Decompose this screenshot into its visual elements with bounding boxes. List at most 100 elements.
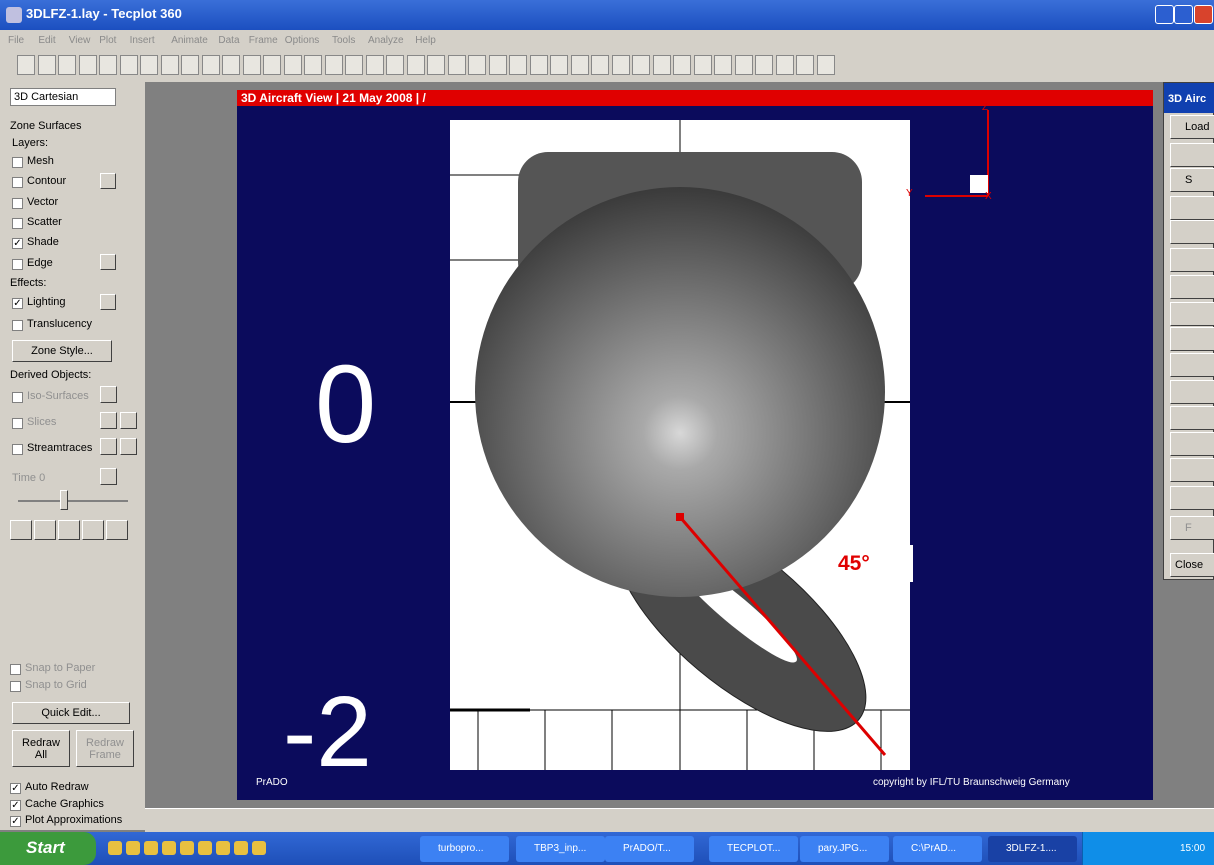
toolbar-button[interactable]: [17, 55, 35, 75]
toolbar-button[interactable]: [181, 55, 199, 75]
dialog-button[interactable]: [1170, 353, 1214, 377]
quick-launch-icon[interactable]: [162, 841, 176, 855]
options-button[interactable]: [100, 254, 116, 270]
menu-item[interactable]: Plot: [99, 35, 116, 46]
menu-item[interactable]: File: [8, 35, 24, 46]
toolbar-button[interactable]: [817, 55, 835, 75]
start-button[interactable]: Start: [0, 832, 96, 865]
menu-item[interactable]: Tools: [332, 35, 355, 46]
quick-launch-icon[interactable]: [180, 841, 194, 855]
toolbar-button[interactable]: [202, 55, 220, 75]
toolbar-button[interactable]: [366, 55, 384, 75]
toolbar-button[interactable]: [325, 55, 343, 75]
toolbar-button[interactable]: [243, 55, 261, 75]
quick-launch-icon[interactable]: [108, 841, 122, 855]
dialog-button[interactable]: [1170, 327, 1214, 351]
derived-button[interactable]: [100, 438, 117, 455]
toolbar-button[interactable]: [673, 55, 691, 75]
toolbar-button[interactable]: [468, 55, 486, 75]
toolbar-button[interactable]: [550, 55, 568, 75]
checkbox[interactable]: [12, 157, 23, 168]
dialog-button[interactable]: F: [1170, 516, 1214, 540]
toolbar-button[interactable]: [694, 55, 712, 75]
menu-item[interactable]: Help: [415, 35, 436, 46]
toolbar-button[interactable]: [796, 55, 814, 75]
checkbox[interactable]: [10, 681, 21, 692]
taskbar-item[interactable]: turbopro...: [420, 836, 509, 862]
toolbar-button[interactable]: [632, 55, 650, 75]
toolbar-button[interactable]: [591, 55, 609, 75]
dialog-button[interactable]: Load: [1170, 115, 1214, 139]
toolbar-button[interactable]: [79, 55, 97, 75]
checkbox[interactable]: [12, 177, 23, 188]
toolbar-button[interactable]: [427, 55, 445, 75]
dialog-button[interactable]: [1170, 458, 1214, 482]
toolbar-button[interactable]: [140, 55, 158, 75]
derived-button[interactable]: [100, 386, 117, 403]
toolbar-button[interactable]: [509, 55, 527, 75]
close-button[interactable]: [1194, 5, 1213, 24]
checkbox[interactable]: [12, 392, 23, 403]
checkbox[interactable]: ✓: [12, 238, 23, 249]
zone-style-button[interactable]: Zone Style...: [12, 340, 112, 362]
toolbar-button[interactable]: [222, 55, 240, 75]
menu-item[interactable]: Analyze: [368, 35, 404, 46]
taskbar-item[interactable]: TECPLOT...: [709, 836, 798, 862]
menu-item[interactable]: Insert: [130, 35, 155, 46]
quick-launch-icon[interactable]: [126, 841, 140, 855]
toolbar-button[interactable]: [714, 55, 732, 75]
toolbar-button[interactable]: [386, 55, 404, 75]
checkbox[interactable]: ✓: [12, 298, 23, 309]
toolbar-button[interactable]: [263, 55, 281, 75]
checkbox[interactable]: ✓: [10, 783, 21, 794]
toolbar-button[interactable]: [776, 55, 794, 75]
dialog-button[interactable]: [1170, 143, 1214, 167]
dialog-button[interactable]: S: [1170, 168, 1214, 192]
redraw-all-button[interactable]: Redraw All: [12, 730, 70, 767]
toolbar-button[interactable]: [38, 55, 56, 75]
dialog-button[interactable]: [1170, 432, 1214, 456]
derived-button[interactable]: [100, 412, 117, 429]
minimize-button[interactable]: [1155, 5, 1174, 24]
toolbar-button[interactable]: [612, 55, 630, 75]
toolbar-button[interactable]: [448, 55, 466, 75]
playback-button[interactable]: [34, 520, 56, 540]
quick-launch-icon[interactable]: [234, 841, 248, 855]
taskbar-item[interactable]: C:\PrAD...: [893, 836, 982, 862]
toolbar-button[interactable]: [58, 55, 76, 75]
time-button[interactable]: [100, 468, 117, 485]
quick-launch-icon[interactable]: [252, 841, 266, 855]
menu-item[interactable]: Data: [218, 35, 239, 46]
toolbar-button[interactable]: [653, 55, 671, 75]
checkbox[interactable]: ✓: [10, 816, 21, 827]
playback-button[interactable]: [10, 520, 32, 540]
quick-launch-icon[interactable]: [198, 841, 212, 855]
toolbar-button[interactable]: [489, 55, 507, 75]
dialog-button[interactable]: [1170, 248, 1214, 272]
checkbox[interactable]: [10, 664, 21, 675]
toolbar-button[interactable]: [120, 55, 138, 75]
dialog-button[interactable]: [1170, 486, 1214, 510]
toolbar-button[interactable]: [304, 55, 322, 75]
quick-launch-icon[interactable]: [144, 841, 158, 855]
toolbar-button[interactable]: [284, 55, 302, 75]
dialog-button[interactable]: [1170, 275, 1214, 299]
maximize-button[interactable]: [1174, 5, 1193, 24]
view-mode[interactable]: 3D Cartesian: [10, 88, 116, 106]
toolbar-button[interactable]: [530, 55, 548, 75]
menu-item[interactable]: View: [69, 35, 91, 46]
taskbar-item[interactable]: 3DLFZ-1....: [988, 836, 1077, 862]
dialog-button[interactable]: Close: [1170, 553, 1214, 577]
checkbox[interactable]: ✓: [10, 800, 21, 811]
toolbar-button[interactable]: [161, 55, 179, 75]
taskbar-item[interactable]: PrADO/T...: [605, 836, 694, 862]
toolbar-button[interactable]: [345, 55, 363, 75]
playback-button[interactable]: [82, 520, 104, 540]
dialog-button[interactable]: [1170, 406, 1214, 430]
checkbox[interactable]: [12, 418, 23, 429]
playback-button[interactable]: [58, 520, 80, 540]
dialog-button[interactable]: [1170, 220, 1214, 244]
dialog-button[interactable]: [1170, 380, 1214, 404]
menu-item[interactable]: Options: [285, 35, 319, 46]
menu-item[interactable]: Edit: [38, 35, 55, 46]
